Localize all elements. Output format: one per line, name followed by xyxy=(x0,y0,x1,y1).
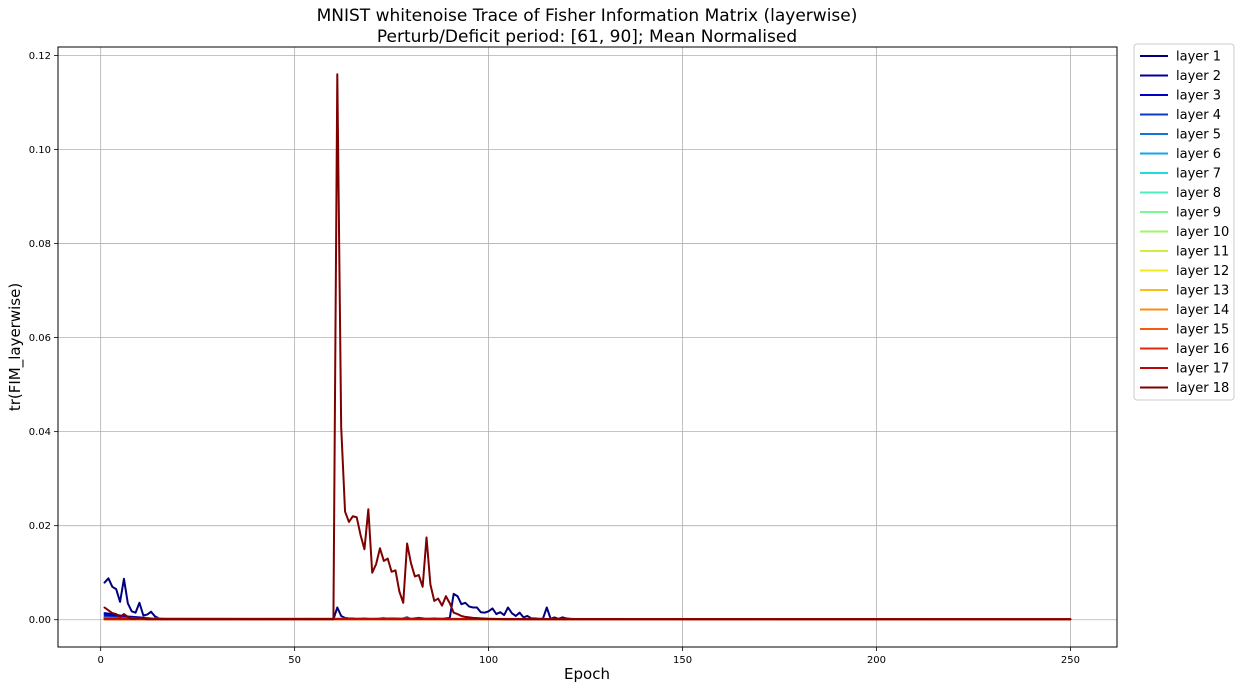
legend-label: layer 5 xyxy=(1176,128,1221,143)
y-tick-label: 0.06 xyxy=(29,333,51,344)
y-tick-label: 0.04 xyxy=(29,427,51,438)
plot-area-frame xyxy=(57,46,1118,648)
legend-label: layer 11 xyxy=(1176,245,1229,260)
x-tick-label: 250 xyxy=(1061,655,1080,666)
legend-label: layer 2 xyxy=(1176,69,1221,84)
legend-label: layer 6 xyxy=(1176,147,1221,162)
legend-label: layer 16 xyxy=(1176,342,1229,357)
y-tick-label: 0.02 xyxy=(29,521,51,532)
y-axis-label: tr(FIM_layerwise) xyxy=(6,283,25,411)
series-lines xyxy=(103,73,1072,621)
chart-title: MNIST whitenoise Trace of Fisher Informa… xyxy=(317,6,858,26)
legend-label: layer 9 xyxy=(1176,206,1221,221)
legend-label: layer 13 xyxy=(1176,284,1229,299)
legend-label: layer 8 xyxy=(1176,186,1221,201)
legend-label: layer 10 xyxy=(1176,225,1229,240)
ticks: 0 50 100 150 200 250 0.00 0.02 0.04 0.06 0.08 0.10 0… xyxy=(29,51,1080,666)
chart-subtitle: Perturb/Deficit period: [61, 90]; Mean N… xyxy=(377,27,797,47)
series-line-layer-18 xyxy=(103,73,1072,621)
legend-label: layer 4 xyxy=(1176,108,1221,123)
y-tick-label: 0.10 xyxy=(29,145,51,156)
legend-label: layer 1 xyxy=(1176,50,1221,65)
x-tick-label: 100 xyxy=(479,655,498,666)
legend-label: layer 14 xyxy=(1176,303,1229,318)
grid xyxy=(58,47,1117,647)
y-tick-label: 0.08 xyxy=(29,239,51,250)
legend: layer 1 layer 2 layer 3 layer 4 layer 5 layer… xyxy=(1133,43,1235,401)
y-tick-label: 0.12 xyxy=(29,51,51,62)
legend-label: layer 12 xyxy=(1176,264,1229,279)
legend-label: layer 3 xyxy=(1176,89,1221,104)
y-tick-label: 0.00 xyxy=(29,615,51,626)
x-axis-label: Epoch xyxy=(564,665,610,683)
x-tick-label: 50 xyxy=(288,655,301,666)
x-tick-label: 150 xyxy=(673,655,692,666)
legend-label: layer 7 xyxy=(1176,167,1221,182)
legend-label: layer 15 xyxy=(1176,323,1229,338)
legend-label: layer 18 xyxy=(1176,381,1229,396)
legend-label: layer 17 xyxy=(1176,362,1229,377)
x-tick-label: 0 xyxy=(97,655,103,666)
x-tick-label: 200 xyxy=(867,655,886,666)
